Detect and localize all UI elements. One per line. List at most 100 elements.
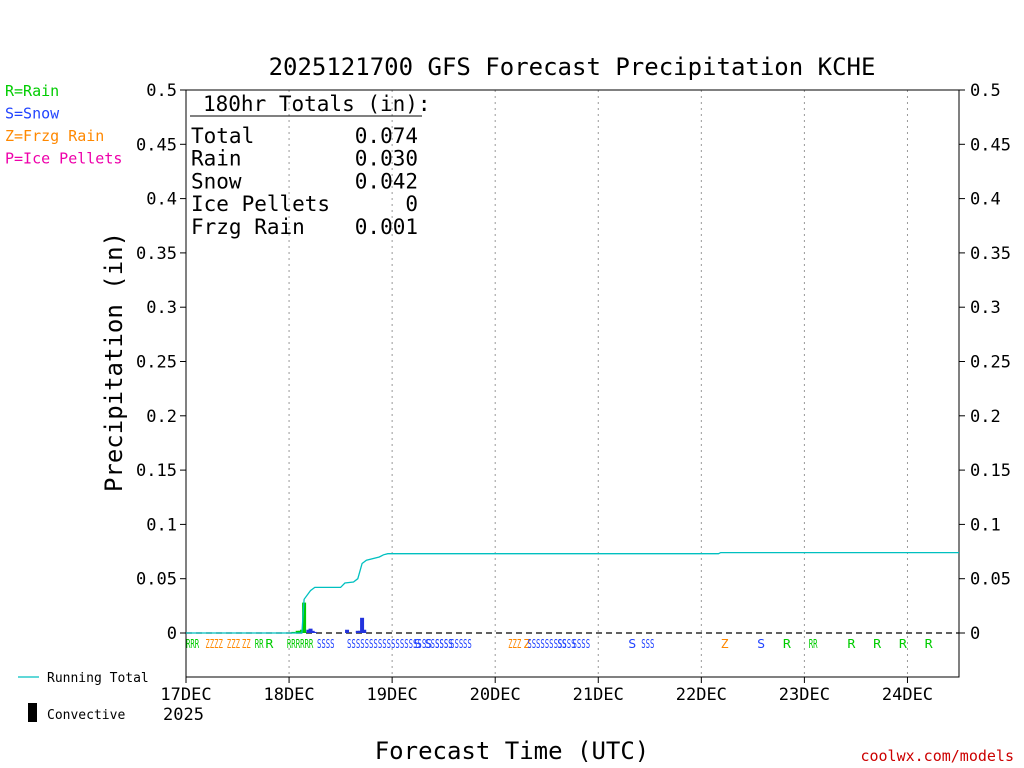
precip-type-legend: R=Rain S=Snow Z=Frzg Rain P=Ice Pellets bbox=[5, 82, 122, 168]
y-tick-label-right: 0.25 bbox=[970, 353, 1011, 373]
precip-type-marker: SS bbox=[557, 637, 566, 651]
x-tick-label: 20DEC bbox=[470, 685, 521, 705]
y-tick-label-left: 0.35 bbox=[136, 244, 177, 264]
x-tick-label: 21DEC bbox=[573, 685, 624, 705]
precip-type-marker: ZZZ bbox=[227, 637, 240, 651]
precip-bar bbox=[302, 602, 307, 633]
precip-type-marker: S bbox=[628, 637, 636, 651]
x-axis-label: Forecast Time (UTC) bbox=[375, 737, 650, 765]
year-label: 2025 bbox=[163, 705, 204, 725]
site-credit: coolwx.com/models bbox=[860, 747, 1014, 765]
precip-bar bbox=[308, 628, 313, 633]
precip-type-markers: RRR ZZZZ ZZZ ZZ RR R RRRRRR SSSS SSSSSSSSSSSSSSS… bbox=[186, 637, 933, 651]
convective-legend-swatch bbox=[28, 703, 37, 722]
precip-type-marker: ZZZ bbox=[508, 637, 521, 651]
precip-bar bbox=[360, 617, 365, 633]
precip-type-marker: RRR bbox=[186, 637, 200, 651]
y-tick-label-right: 0.1 bbox=[970, 515, 1001, 535]
type-legend-item: P=Ice Pellets bbox=[5, 150, 122, 168]
chart-title: 2025121700 GFS Forecast Precipitation KC… bbox=[269, 53, 876, 81]
precip-type-marker: SSSS bbox=[317, 637, 335, 651]
totals-row-label: Frzg Rain bbox=[191, 215, 305, 239]
y-tick-label-right: 0.5 bbox=[970, 81, 1001, 101]
precip-type-marker: SSSS bbox=[435, 637, 453, 651]
precip-type-marker: SSS bbox=[641, 637, 654, 651]
precip-bar bbox=[362, 629, 367, 633]
x-tick-label: 23DEC bbox=[779, 685, 830, 705]
x-tick-label: 19DEC bbox=[367, 685, 418, 705]
y-tick-label-right: 0.2 bbox=[970, 407, 1001, 427]
precip-type-marker: R bbox=[899, 637, 908, 651]
vertical-grid bbox=[288, 90, 908, 677]
y-tick-label-left: 0.15 bbox=[136, 461, 177, 481]
precip-type-marker: SSSSSSSSSSSSSSSSSSSSSSSS bbox=[347, 637, 453, 651]
precip-bar bbox=[357, 630, 362, 633]
x-axis-ticks: 17DEC 18DEC 19DEC 20DEC 21DEC 22DEC 23DEC 24DEC bbox=[160, 677, 933, 705]
y-tick-label-left: 0.05 bbox=[136, 570, 177, 590]
running-total-line bbox=[186, 551, 959, 634]
y-tick-label-right: 0.3 bbox=[970, 298, 1001, 318]
totals-row-value: 0 bbox=[405, 192, 418, 216]
totals-row-value: 0.030 bbox=[355, 147, 418, 171]
type-legend-item: R=Rain bbox=[5, 82, 59, 100]
y-tick-label-left: 0.45 bbox=[136, 135, 177, 155]
precip-type-marker: R bbox=[265, 637, 274, 651]
precip-type-marker: R bbox=[847, 637, 856, 651]
y-tick-label-left: 0.1 bbox=[146, 515, 177, 535]
y-axis-label: Precipitation (in) bbox=[100, 232, 128, 492]
precip-type-marker: SS bbox=[463, 637, 472, 651]
bottom-legend: Running Total Convective bbox=[18, 671, 149, 723]
x-tick-label: 24DEC bbox=[882, 685, 933, 705]
totals-row-value: 0.001 bbox=[355, 215, 418, 239]
precip-bar bbox=[304, 631, 309, 633]
y-tick-label-right: 0.05 bbox=[970, 570, 1011, 590]
y-tick-label-right: 0.35 bbox=[970, 244, 1011, 264]
precip-type-marker: Z bbox=[721, 637, 729, 651]
totals-row-value: 0.074 bbox=[355, 124, 418, 148]
totals-row-label: Ice Pellets bbox=[191, 192, 330, 216]
y-tick-label-right: 0.15 bbox=[970, 461, 1011, 481]
precip-type-marker: Z bbox=[523, 637, 531, 651]
x-tick-label: 18DEC bbox=[263, 685, 314, 705]
precip-type-marker: SSSSSSSSS bbox=[536, 637, 576, 651]
y-tick-label-left: 0.4 bbox=[146, 190, 177, 210]
precip-type-marker: R bbox=[873, 637, 882, 651]
convective-legend-label: Convective bbox=[47, 708, 125, 723]
y-tick-label-left: 0.3 bbox=[146, 298, 177, 318]
totals-header: 180hr Totals (in): bbox=[203, 92, 431, 116]
precip-bar bbox=[345, 629, 350, 633]
running-total-legend-label: Running Total bbox=[47, 671, 149, 686]
precip-type-marker: R bbox=[783, 637, 792, 651]
precip-type-marker: SSS bbox=[450, 637, 463, 651]
precip-type-marker: RR bbox=[255, 637, 264, 651]
precip-bar bbox=[355, 630, 360, 633]
type-legend-item: Z=Frzg Rain bbox=[5, 127, 104, 145]
precip-bar bbox=[306, 629, 311, 633]
precip-type-marker: SS bbox=[527, 637, 536, 651]
y-tick-label-left: 0.2 bbox=[146, 407, 177, 427]
y-tick-label-right: 0.45 bbox=[970, 135, 1011, 155]
precip-type-marker: S bbox=[757, 637, 765, 651]
precip-bar bbox=[295, 630, 300, 633]
precip-type-marker: RR bbox=[809, 637, 818, 651]
precip-bar bbox=[297, 630, 302, 633]
x-tick-label: 22DEC bbox=[676, 685, 727, 705]
totals-row-value: 0.042 bbox=[355, 169, 418, 193]
totals-row-label: Rain bbox=[191, 147, 242, 171]
precip-type-marker: ZZ bbox=[242, 637, 251, 651]
totals-box: 180hr Totals (in): Total 0.074 Rain 0.030 Sn… bbox=[190, 92, 431, 239]
plot-frame bbox=[185, 89, 960, 678]
totals-row-label: Snow bbox=[191, 169, 242, 193]
y-tick-label-left: 0.5 bbox=[146, 81, 177, 101]
y-tick-label-left: 0 bbox=[167, 624, 177, 644]
totals-rows: Total 0.074 Rain 0.030 Snow 0.042 Ice Pellets 0… bbox=[191, 124, 418, 239]
precip-type-marker: R bbox=[925, 637, 934, 651]
y-tick-label-left: 0.25 bbox=[136, 353, 177, 373]
precip-type-marker: S bbox=[424, 637, 432, 651]
totals-row-label: Total bbox=[191, 124, 254, 148]
precip-type-marker: RRRRRR bbox=[287, 637, 314, 651]
precip-bar bbox=[312, 631, 317, 633]
precip-type-marker: ZZZZ bbox=[205, 637, 223, 651]
y-axis-ticks: 0 0 0.05 0.05 0.1 0.1 0.15 0.15 0.2 0.2 0.25 0.25 0.… bbox=[136, 81, 1011, 644]
y-tick-label-right: 0.4 bbox=[970, 190, 1001, 210]
